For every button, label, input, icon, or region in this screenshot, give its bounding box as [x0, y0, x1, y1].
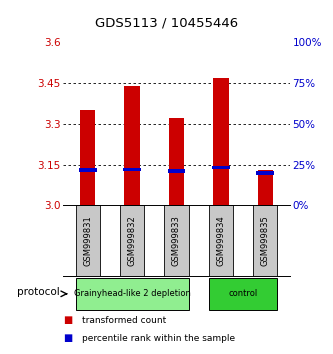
Bar	[257, 170, 273, 205]
Bar	[76, 278, 188, 310]
Text: GDS5113 / 10455446: GDS5113 / 10455446	[95, 17, 238, 29]
Bar	[79, 168, 97, 172]
Bar	[124, 86, 140, 205]
Bar	[209, 278, 277, 310]
Bar	[165, 205, 188, 276]
Text: transformed count: transformed count	[82, 316, 166, 325]
Text: control: control	[228, 289, 258, 298]
Text: protocol: protocol	[17, 287, 60, 297]
Text: percentile rank within the sample: percentile rank within the sample	[82, 333, 235, 343]
Text: ■: ■	[63, 315, 73, 325]
Bar	[76, 205, 100, 276]
Text: GSM999834: GSM999834	[216, 215, 225, 266]
Text: GSM999835: GSM999835	[261, 215, 270, 266]
Text: GSM999831: GSM999831	[83, 215, 92, 266]
Bar	[253, 205, 277, 276]
Text: Grainyhead-like 2 depletion: Grainyhead-like 2 depletion	[74, 289, 190, 298]
Bar	[120, 205, 144, 276]
Text: ■: ■	[63, 333, 73, 343]
Bar	[256, 171, 274, 175]
Bar	[167, 169, 185, 173]
Text: GSM999833: GSM999833	[172, 215, 181, 266]
Text: GSM999832: GSM999832	[128, 215, 137, 266]
Bar	[209, 205, 233, 276]
Bar	[212, 166, 230, 169]
Bar	[169, 119, 184, 205]
Bar	[80, 110, 96, 205]
Bar	[213, 78, 229, 205]
Bar	[123, 168, 141, 171]
